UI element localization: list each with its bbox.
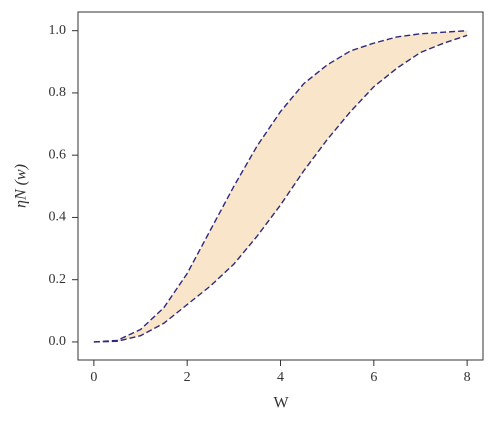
y-tick-label: 0.8 — [49, 85, 67, 100]
y-tick-label: 1.0 — [49, 23, 67, 38]
y-tick-label: 0.2 — [49, 272, 67, 287]
x-tick-label: 2 — [184, 370, 191, 385]
x-tick-label: 8 — [464, 370, 471, 385]
y-tick-label: 0.6 — [49, 147, 67, 162]
band-edge — [93, 34, 468, 343]
y-tick-label: 0.4 — [49, 210, 67, 225]
x-tick-label: 6 — [370, 370, 377, 385]
plot-frame — [77, 11, 484, 361]
band-edge — [93, 29, 468, 343]
y-axis-label: ηN (w) — [13, 164, 30, 208]
band-fill — [93, 30, 468, 342]
x-tick-label: 0 — [90, 370, 97, 385]
x-tick-label: 4 — [277, 370, 284, 385]
y-tick-label: 0.0 — [49, 334, 67, 349]
x-axis-label: W — [273, 395, 289, 412]
